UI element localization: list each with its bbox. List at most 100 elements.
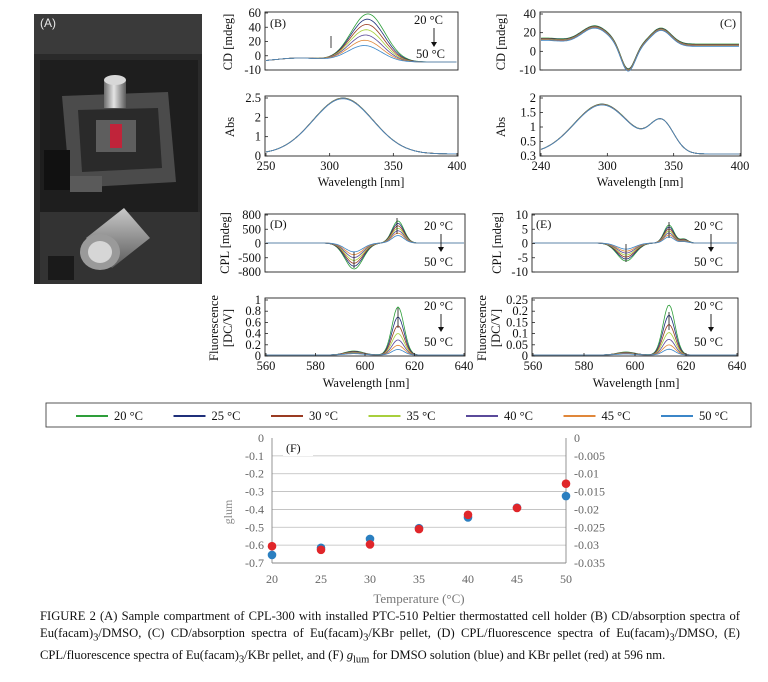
caption-text-1: FIGURE 2 (A) Sample compartment of CPL-3… (40, 609, 740, 640)
panel-d-temp-arrowhead (438, 247, 444, 252)
panel-d-cpl-curves (266, 218, 464, 270)
panel-f-points (267, 479, 571, 560)
panel-e-fl-tick-label: 0.1 (512, 327, 528, 341)
panel-f-right-tick: -0.035 (574, 556, 605, 570)
panel-f-point-left (561, 491, 571, 501)
panel-d-temp-top-2: 20 °C (424, 299, 453, 313)
panel-d-x-tick-label: 620 (405, 359, 424, 373)
panel-c-cd-tick-label: 20 (524, 26, 537, 40)
panel-f-x-tick: 30 (364, 572, 376, 586)
panel-d-x-tick-label: 560 (257, 359, 276, 373)
panel-f-x-tick: 40 (462, 572, 474, 586)
panel-c-abs-ticks: 21.510.50.3 (520, 91, 543, 163)
panel-c-cd-curves (540, 25, 739, 72)
panel-e-cpl-tick-label: -5 (518, 251, 528, 265)
panel-d-fl-tick-label: 1 (255, 293, 261, 307)
panel-b-abs-curves (265, 97, 457, 155)
legend-label: 45 °C (602, 409, 631, 423)
panel-c-abs-tick-label: 1.5 (520, 106, 536, 120)
panel-f-right-tick: -0.025 (574, 520, 605, 534)
panel-f-x-tick: 25 (315, 572, 327, 586)
panel-e-fl-ylabel-2: [DC/V] (489, 309, 503, 347)
panel-b-x-tick-label: 300 (320, 159, 339, 173)
panel-e-temp-arrowhead-2 (708, 327, 714, 332)
panel-f-x-tick: 35 (413, 572, 425, 586)
panel-f-point-right (414, 524, 424, 534)
panel-f-left-tick: -0.6 (245, 538, 264, 552)
panel-e-fl-ticks: 0.250.20.150.10.050 (506, 293, 535, 363)
panel-c-abs-tick-label: 0.5 (520, 135, 536, 149)
panel-e-cpl-frame (531, 213, 739, 273)
legend-label: 40 °C (504, 409, 533, 423)
panel-f-label-box (283, 438, 313, 456)
panel-f-left-tick: -0.3 (245, 485, 264, 499)
panel-e-xlabel: Wavelength [nm] (593, 376, 680, 390)
panel-c-abs-curve (540, 104, 739, 155)
panel-d-fl-ticks: 10.80.60.40.20 (245, 293, 268, 363)
caption-text-5: /KBr pellet, and (F) (244, 647, 347, 662)
panel-f-right-tick: 0 (574, 431, 580, 445)
panel-f-right-tick: -0.02 (574, 502, 599, 516)
panel-c-abs-curves (540, 103, 739, 155)
panel-f-point-left (267, 550, 277, 560)
panel-f-xlabel: Temperature (°C) (373, 591, 464, 606)
panel-c-cd-ylabel: CD [mdeg] (494, 14, 508, 71)
panel-c-abs-tick-label: 0.3 (520, 149, 536, 163)
panel-b-abs-tick-label: 2 (255, 110, 261, 124)
panel-b-abs-curve (265, 98, 457, 155)
panel-c-x-tick-label: 240 (532, 159, 551, 173)
panel-e-cpl-tick-label: -10 (511, 265, 528, 279)
panel-b-cd-curve (265, 45, 457, 63)
panel-b-abs-curve (265, 98, 457, 155)
panel-d-cpl-tick-label: 0 (255, 237, 261, 251)
panel-e-fl-tick-label: 0 (522, 349, 528, 363)
panel-e-temp-top-2: 20 °C (694, 299, 723, 313)
panel-b-x-tick-label: 350 (384, 159, 403, 173)
panel-c-abs-frame (539, 95, 742, 157)
panel-f-left-tick: -0.5 (245, 520, 264, 534)
panel-b-abs-frame (264, 95, 459, 157)
panel-b-temp-bottom: 50 °C (416, 47, 445, 61)
caption-sub-3: 3 (669, 632, 675, 644)
legend-frame (45, 402, 752, 428)
panel-e-x-tick-label: 580 (575, 359, 594, 373)
panel-b-cd-tick-label: 0 (255, 49, 261, 63)
panel-d-cpl-curve (266, 235, 464, 253)
panel-f-right-tick: -0.03 (574, 538, 599, 552)
panel-b-cd-tick-label: 40 (249, 20, 262, 34)
panel-b-abs-tick-label: 1 (255, 130, 261, 144)
panel-b-abs-curve (265, 98, 457, 155)
panel-f-x-tick: 20 (266, 572, 278, 586)
panel-d-temp-top: 20 °C (424, 219, 453, 233)
panel-b-temp-top: 20 °C (414, 13, 443, 27)
panel-c-label: (C) (720, 16, 736, 30)
panel-d-cpl-tick-label: -800 (238, 265, 261, 279)
panel-e-fl-tick-label: 0.2 (512, 304, 528, 318)
panel-f-point-right (365, 540, 375, 549)
panel-d-cpl-frame (264, 213, 466, 273)
caption-text-2: /DMSO, (C) CD/absorption spectra of Eu(f… (98, 626, 364, 640)
panel-c-xlabel: Wavelength [nm] (597, 175, 684, 189)
panel-b-cd-tick-label: 60 (249, 6, 262, 20)
panel-f-right-tick: -0.015 (574, 485, 605, 499)
figure-caption: FIGURE 2 (A) Sample compartment of CPL-3… (40, 608, 740, 668)
photo-sample-compartment: (A) (34, 14, 202, 284)
caption-text-3: /KBr pellet, (D) CPL/fluorescence spectr… (368, 626, 670, 640)
panel-c-cd-curve (540, 27, 739, 72)
caption-sub-1: 3 (93, 632, 99, 644)
panel-b-abs-curve (265, 97, 457, 155)
panel-c-cd-tick-label: 40 (524, 7, 537, 21)
panel-f-ticks: 0 0 -0.1 -0.005 -0.2 -0.01 -0.3 -0.015 -0.4 -0.02… (245, 431, 605, 586)
panel-d-x-tick-label: 580 (306, 359, 325, 373)
photo-label: (A) (40, 16, 56, 30)
panel-f-point-right (316, 545, 326, 555)
panel-d-temp-bottom-2: 50 °C (424, 335, 453, 349)
panel-d-fl-tick-label: 0.8 (245, 304, 261, 318)
panel-e-fl-tick-label: 0.25 (506, 293, 528, 307)
panel-e-x-tick-label: 600 (626, 359, 645, 373)
panel-f-left-tick: 0 (258, 431, 264, 445)
panel-d-fl-tick-label: 0.4 (245, 327, 261, 341)
